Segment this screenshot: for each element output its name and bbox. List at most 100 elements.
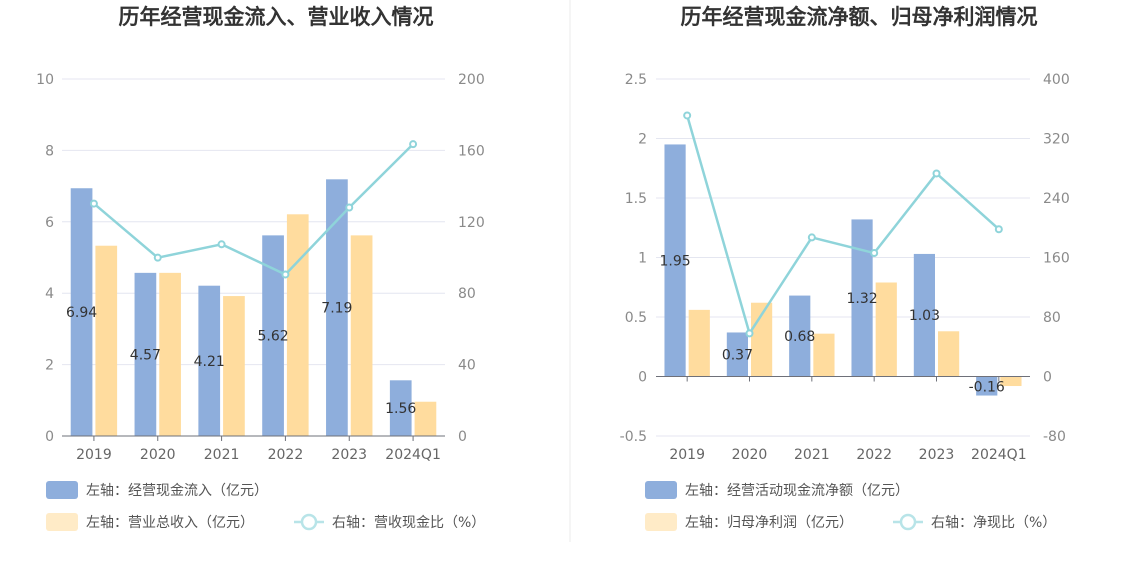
chart2-right-tick-label: 0 — [1043, 370, 1052, 386]
chart2-bar-primary — [789, 295, 811, 377]
chart2-right-tick-label: 160 — [1043, 251, 1070, 267]
chart2-right-tick-label: 240 — [1043, 191, 1070, 207]
chart2-left-tick-label: 2.5 — [625, 72, 647, 88]
chart1-left-tick-label: 2 — [45, 358, 54, 374]
chart1-bar-primary — [262, 235, 284, 436]
chart2-bar-secondary — [688, 309, 710, 377]
chart2-line-point — [932, 169, 941, 178]
chart1-right-tick-label: 80 — [458, 286, 476, 302]
chart2-bar-secondary — [813, 333, 835, 377]
chart1-legend-swatch-primary — [46, 481, 78, 499]
chart1-x-tick-label: 2020 — [140, 447, 176, 463]
chart1-data-label: 1.56 — [385, 401, 416, 417]
chart1-right-tick-label: 160 — [458, 143, 485, 159]
chart2-x-tick-label: 2019 — [669, 447, 705, 463]
chart2-x-tick-label: 2021 — [794, 447, 830, 463]
chart2-legend-swatch-secondary — [645, 513, 677, 531]
chart1-bar-secondary — [95, 245, 118, 436]
chart1-left-tick-label: 4 — [45, 286, 54, 302]
chart2-line-point — [807, 233, 816, 242]
chart2-bar-secondary — [875, 282, 897, 377]
chart1-left-tick-label: 6 — [45, 215, 54, 231]
chart1-line-point — [345, 203, 354, 212]
chart2-line-point — [994, 225, 1003, 234]
chart2-left-tick-label: 1.5 — [625, 191, 647, 207]
chart1-data-label: 6.94 — [66, 305, 97, 321]
chart1-bar-primary — [134, 272, 157, 436]
chart2-data-label: 1.32 — [846, 291, 877, 307]
chart1-bar-primary — [198, 285, 221, 436]
chart1-bar-primary — [389, 380, 412, 436]
chart2-right-tick-label: -80 — [1043, 429, 1066, 445]
chart1-bar-secondary — [350, 235, 373, 436]
chart1-legend-swatch-marker — [300, 513, 318, 531]
chart2-bar-primary — [726, 332, 748, 377]
chart2-bar-primary — [976, 376, 998, 396]
chart1-bar-secondary — [223, 296, 245, 436]
chart1-legend-label: 左轴：经营现金流入（亿元） — [86, 483, 268, 499]
chart2-bar-secondary — [938, 331, 960, 377]
chart1-legend-label: 右轴：营收现金比（%） — [332, 515, 485, 531]
chart1-plot: 0 2 4 6 8 10 0 40 80 120 160 200 2019 2020 2021 2022 202… — [36, 72, 485, 531]
chart2-bar-primary — [913, 253, 935, 377]
chart2-line-point — [683, 111, 692, 120]
chart1-left-tick-label: 8 — [45, 143, 54, 159]
chart1-right-tick-label: 120 — [458, 215, 485, 231]
chart2-right-tick-label: 320 — [1043, 132, 1070, 148]
chart1-title: 历年经营现金流入、营业收入情况 — [119, 5, 434, 29]
chart1-line-point — [217, 240, 226, 249]
chart1-data-label: 4.21 — [194, 354, 225, 370]
chart2-bar-primary — [664, 144, 686, 377]
chart2-data-label: 0.68 — [784, 329, 815, 345]
chart1-left-tick-label: 0 — [45, 429, 54, 445]
chart1-line-series — [93, 143, 414, 276]
chart2-data-label: 0.37 — [722, 347, 753, 363]
chart2-title: 历年经营现金流净额、归母净利润情况 — [681, 5, 1038, 29]
chart2-x-tick-label: 2020 — [732, 447, 768, 463]
chart2-data-label: 1.03 — [909, 308, 940, 324]
chart2-bar-secondary — [1000, 376, 1022, 387]
chart2-left-tick-label: -0.5 — [620, 429, 647, 445]
chart2-x-tick-label: 2023 — [919, 447, 955, 463]
chart2-x-tick-label: 2022 — [856, 447, 892, 463]
chart1-right-tick-label: 40 — [458, 358, 476, 374]
chart1-line-point — [89, 199, 98, 208]
chart1-bar-secondary — [414, 401, 437, 436]
chart2-data-label: 1.95 — [659, 253, 690, 269]
chart2-right-tick-label: 80 — [1043, 310, 1061, 326]
chart2-legend-label: 左轴：归母净利润（亿元） — [685, 514, 853, 531]
chart2-plot: -0.5 0 0.5 1 1.5 2 2.5 -80 0 80 160 240 320 400 2019 20… — [620, 72, 1070, 531]
chart2-left-tick-label: 2 — [638, 132, 647, 148]
chart2-data-label: -0.16 — [969, 380, 1005, 396]
chart1-line-point — [281, 270, 290, 279]
chart2-legend-label: 左轴：经营活动现金流净额（亿元） — [685, 483, 909, 499]
chart1-legend-swatch-secondary — [46, 513, 78, 531]
chart1-line-point — [409, 140, 418, 149]
chart2-line-point — [745, 329, 754, 338]
chart1-x-tick-label: 2024Q1 — [385, 447, 441, 463]
chart1-x-tick-label: 2023 — [331, 447, 367, 463]
chart1-right-tick-label: 0 — [458, 429, 467, 445]
chart1-bar-primary — [70, 188, 93, 436]
chart2-legend-swatch-marker — [899, 513, 917, 531]
chart2-left-tick-label: 1 — [638, 251, 647, 267]
chart2-x-tick-label: 2024Q1 — [971, 447, 1027, 463]
chart2-legend-swatch-primary — [645, 481, 677, 499]
chart1-x-tick-label: 2019 — [76, 447, 112, 463]
chart2-legend-label: 右轴：净现比（%） — [931, 515, 1056, 531]
chart2-line-point — [870, 249, 879, 258]
chart1-right-tick-label: 200 — [458, 72, 485, 88]
chart1-bar-secondary — [159, 272, 181, 436]
chart2-line-series — [685, 115, 1000, 335]
chart2-right-tick-label: 400 — [1043, 72, 1070, 88]
chart1-left-tick-label: 10 — [36, 72, 54, 88]
chart1-data-label: 5.62 — [257, 329, 288, 345]
chart1-legend-label: 左轴：营业总收入（亿元） — [86, 515, 254, 531]
chart1-bar-primary — [326, 179, 348, 436]
chart2-left-tick-label: 0.5 — [625, 310, 647, 326]
chart1-data-label: 7.19 — [321, 301, 352, 317]
chart1-data-label: 4.57 — [130, 347, 161, 363]
chart1-x-tick-label: 2022 — [268, 447, 304, 463]
chart1-bar-secondary — [286, 214, 309, 436]
